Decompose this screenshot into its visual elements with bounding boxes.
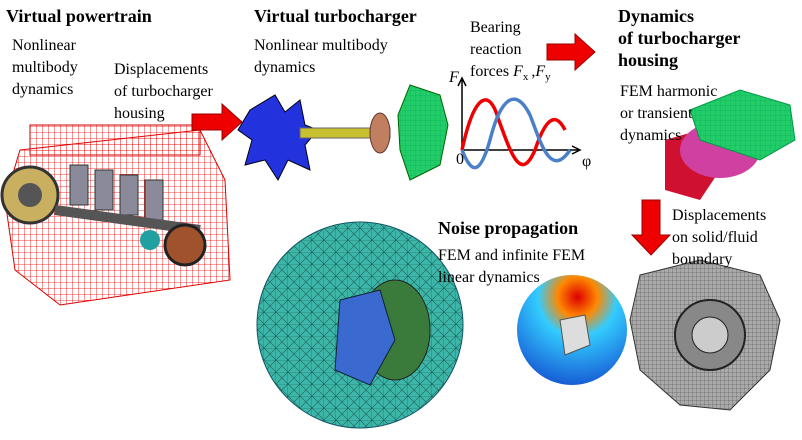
label: boundary <box>672 251 732 268</box>
label: forces Fx,Fy <box>470 63 551 83</box>
turbocharger-image <box>238 85 448 180</box>
title: housing <box>618 50 678 70</box>
symbol: F <box>512 63 523 80</box>
axis-label: 0 <box>456 151 464 168</box>
label: or transient <box>620 105 693 122</box>
axis-label: F <box>448 69 459 86</box>
engine-image <box>2 125 230 305</box>
label: Bearing <box>470 19 521 36</box>
label: FEM harmonic <box>620 83 717 100</box>
label: Nonlinear multibody <box>254 37 388 54</box>
axis-label: φ <box>582 153 591 170</box>
label: Nonlinear <box>12 37 77 54</box>
label: Displacements <box>672 207 766 224</box>
label: linear dynamics <box>438 269 540 286</box>
arrow <box>632 200 670 255</box>
title: Virtual powertrain <box>6 6 152 26</box>
label: dynamics <box>620 127 681 144</box>
symbol: F <box>534 63 545 80</box>
label: housing <box>114 105 165 122</box>
title: Dynamics <box>618 6 694 26</box>
label: dynamics <box>254 59 315 76</box>
label: dynamics <box>12 81 73 98</box>
subscript: x <box>523 71 529 83</box>
turbo-housing-image <box>630 260 780 410</box>
title: Virtual turbocharger <box>254 6 417 26</box>
label: FEM and infinite FEM <box>438 247 585 264</box>
noise-sphere-image <box>517 275 627 385</box>
label: multibody <box>12 59 78 76</box>
fem-sphere-image <box>257 222 463 428</box>
diagram: Virtual powertrain Nonlinear multibody d… <box>0 0 802 440</box>
label: forces <box>470 63 509 80</box>
subscript: y <box>545 71 551 83</box>
label: reaction <box>470 41 522 58</box>
label: of turbocharger <box>114 83 213 100</box>
title: of turbocharger <box>618 28 740 48</box>
label: on solid/fluid <box>672 229 758 246</box>
force-plot <box>458 78 580 168</box>
label: Displacements <box>114 61 208 78</box>
arrow <box>547 34 595 70</box>
title: Noise propagation <box>438 218 578 238</box>
